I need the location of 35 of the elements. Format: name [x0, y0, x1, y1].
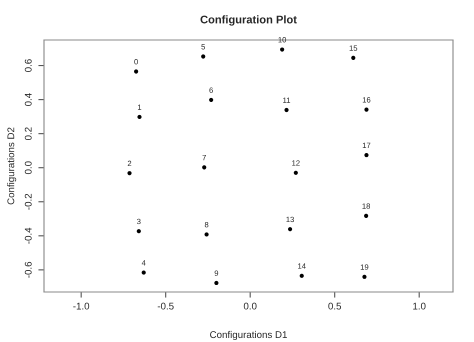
point	[364, 214, 368, 218]
point	[300, 274, 304, 278]
point	[351, 56, 356, 60]
x-axis-title: Configurations D1	[210, 330, 287, 340]
point	[137, 114, 142, 120]
point	[214, 280, 218, 286]
point	[362, 274, 367, 279]
point	[134, 69, 138, 74]
point	[127, 171, 132, 176]
point	[209, 98, 214, 102]
point	[136, 229, 141, 234]
point	[142, 270, 146, 275]
point	[204, 232, 209, 237]
y-tick-label: 0.2	[24, 127, 32, 140]
chart-title: Configuration Plot	[200, 15, 297, 26]
y-axis-title: Configurations D2	[7, 128, 16, 204]
x-tick-label: -1.0	[73, 302, 90, 310]
point	[294, 170, 298, 175]
y-tick-label: 0.4	[24, 93, 32, 106]
x-tick-label: -0.5	[158, 302, 174, 310]
point	[280, 47, 284, 52]
y-tick-label: -0.4	[24, 228, 32, 244]
point	[364, 108, 369, 112]
y-tick-label: 0.6	[24, 59, 32, 72]
y-tick-label: -0.6	[24, 262, 32, 278]
x-tick-label: 0.5	[328, 302, 342, 310]
point	[202, 165, 206, 170]
x-tick-label: 1.0	[413, 302, 426, 310]
y-tick-label: -0.2	[24, 194, 32, 210]
point	[288, 227, 292, 232]
point	[201, 54, 206, 59]
point	[364, 153, 369, 158]
x-tick-label: 0.0	[244, 302, 257, 310]
point	[284, 108, 289, 112]
y-tick-label: 0.0	[24, 161, 32, 174]
